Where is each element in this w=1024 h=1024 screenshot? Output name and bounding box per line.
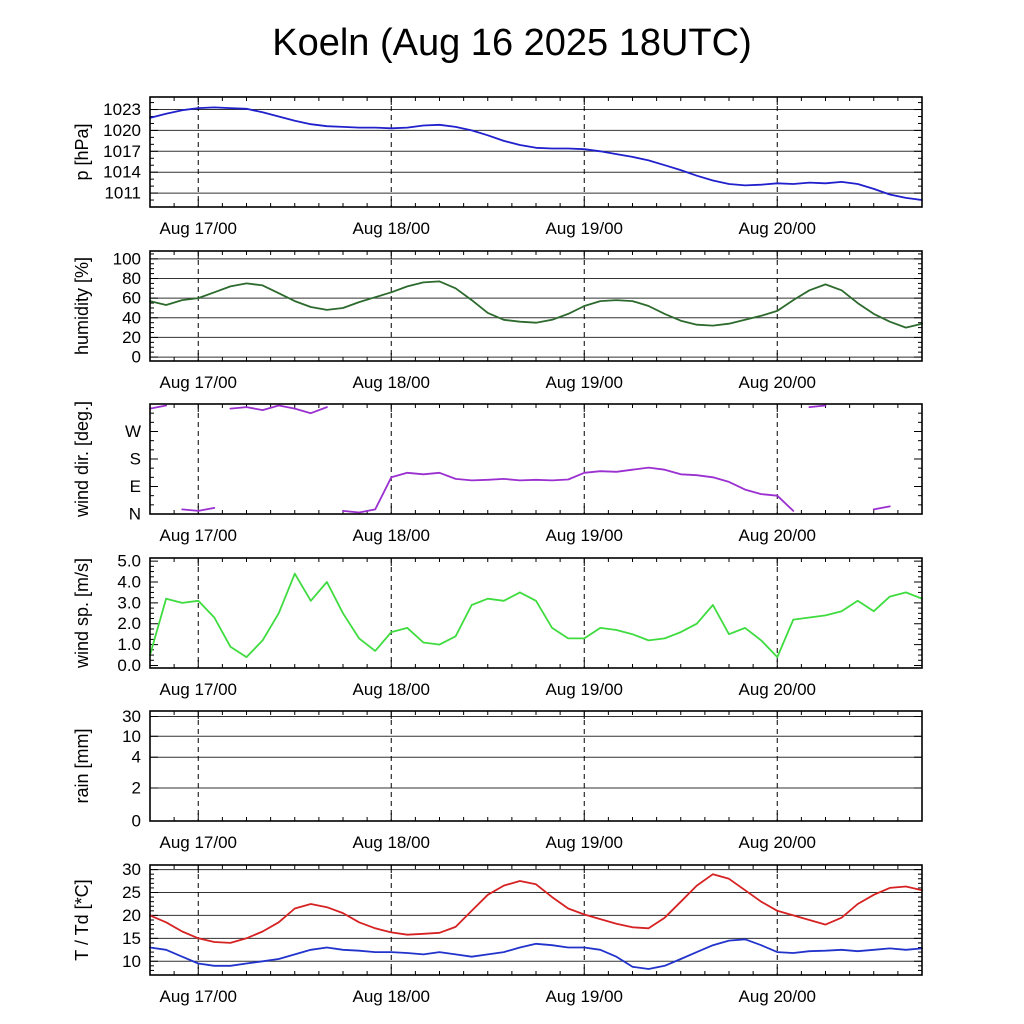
y-tick-label: S (130, 450, 141, 469)
x-tick-label: Aug 18/00 (352, 219, 430, 238)
y-tick-label: 1023 (103, 100, 141, 119)
panel-frame (149, 864, 923, 976)
y-tick-label: 10 (122, 727, 141, 746)
y-tick-label: 15 (122, 929, 141, 948)
y-tick-label: 4.0 (117, 573, 141, 592)
x-tick-label: Aug 19/00 (545, 373, 623, 392)
x-tick-label: Aug 17/00 (159, 526, 237, 545)
x-tick-label: Aug 19/00 (545, 219, 623, 238)
series-wind_direction (181, 506, 216, 512)
y-tick-label: 100 (113, 249, 141, 268)
x-tick-label: Aug 20/00 (738, 680, 816, 699)
panel-frame (149, 403, 923, 515)
y-tick-label: 1020 (103, 121, 141, 140)
y-tick-label: E (130, 477, 141, 496)
x-tick-label: Aug 18/00 (352, 373, 430, 392)
x-tick-label: Aug 19/00 (545, 526, 623, 545)
series-dew_point (149, 938, 923, 970)
y-tick-label: 2.0 (117, 614, 141, 633)
chart-title: Koeln (Aug 16 2025 18UTC) (272, 22, 752, 64)
x-tick-label: Aug 18/00 (352, 987, 430, 1006)
y-tick-label: 1011 (104, 184, 141, 203)
x-tick-label: Aug 18/00 (352, 680, 430, 699)
panel-frame (149, 557, 923, 669)
x-tick-label: Aug 19/00 (545, 680, 623, 699)
x-tick-label: Aug 17/00 (159, 833, 237, 852)
x-tick-label: Aug 17/00 (159, 680, 237, 699)
y-tick-label: 3.0 (117, 593, 141, 612)
y-tick-label: 30 (122, 707, 141, 726)
x-tick-label: Aug 18/00 (352, 833, 430, 852)
x-tick-label: Aug 20/00 (738, 526, 816, 545)
series-wind_direction (808, 404, 827, 409)
y-axis-title: wind sp. [m/s] (72, 558, 92, 669)
y-axis-title: wind dir. [deg.] (72, 401, 92, 518)
x-tick-label: Aug 20/00 (738, 219, 816, 238)
y-tick-label: 20 (122, 906, 141, 925)
y-axis-title: humidity [%] (72, 257, 92, 355)
series-wind_direction (229, 404, 328, 415)
x-tick-label: Aug 19/00 (545, 987, 623, 1006)
panel-frame (149, 96, 923, 208)
y-axis-title: rain [mm] (72, 728, 92, 803)
y-axis-title: p [hPa] (72, 123, 92, 180)
x-tick-label: Aug 20/00 (738, 987, 816, 1006)
y-axis-title: T / Td [*C] (72, 879, 92, 960)
x-tick-label: Aug 18/00 (352, 526, 430, 545)
y-tick-label: 40 (122, 308, 141, 327)
y-tick-label: 0 (132, 348, 141, 367)
y-tick-label: W (125, 422, 141, 441)
panel-temperature: 10 15 20 25 30 Aug 17/00 Aug 18/00 Aug 19/00 Aug… (72, 860, 923, 1006)
panel-pressure: 1011 1014 1017 1020 1023 Aug 17/00 Aug 18/00 Au… (72, 96, 923, 238)
y-tick-label: N (129, 505, 141, 524)
x-tick-label: Aug 19/00 (545, 833, 623, 852)
y-tick-label: 1.0 (117, 635, 141, 654)
series-wind_direction (872, 505, 891, 511)
x-tick-label: Aug 20/00 (738, 373, 816, 392)
y-tick-label: 1014 (103, 163, 141, 182)
y-tick-label: 30 (122, 860, 141, 879)
y-tick-label: 80 (122, 269, 141, 288)
x-tick-label: Aug 17/00 (159, 987, 237, 1006)
y-tick-label: 5.0 (117, 552, 141, 571)
y-tick-label: 0.0 (117, 656, 141, 675)
y-tick-label: 0 (132, 812, 141, 831)
y-tick-label: 20 (122, 328, 141, 347)
series-humidity (149, 280, 923, 329)
y-tick-label: 60 (122, 289, 141, 308)
x-tick-label: Aug 17/00 (159, 373, 237, 392)
y-tick-label: 10 (122, 952, 141, 971)
panel-frame (149, 710, 923, 822)
panel-wind_speed: 0.0 1.0 2.0 3.04.0 5.0 Aug 17/00 Aug 18/00 Aug … (72, 552, 923, 699)
series-temperature (149, 873, 923, 944)
x-tick-label: Aug 17/00 (159, 219, 237, 238)
y-tick-label: 2 (132, 779, 141, 798)
y-tick-label: 4 (132, 748, 141, 767)
series-pressure (149, 106, 923, 201)
x-tick-label: Aug 20/00 (738, 833, 816, 852)
series-wind_direction (342, 466, 795, 514)
series-wind_direction (149, 404, 168, 410)
series-wind_speed (149, 572, 923, 658)
panel-frame (149, 250, 923, 362)
y-tick-label: 1017 (103, 142, 141, 161)
y-tick-label: 25 (122, 883, 141, 902)
